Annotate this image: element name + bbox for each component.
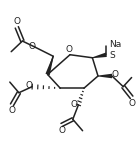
Text: O: O: [29, 42, 36, 51]
Polygon shape: [46, 56, 54, 75]
Text: O: O: [66, 45, 73, 54]
Text: O: O: [26, 81, 33, 90]
Polygon shape: [92, 52, 107, 58]
Polygon shape: [98, 74, 112, 78]
Text: O: O: [58, 126, 65, 135]
Text: Na: Na: [109, 40, 121, 49]
Text: O: O: [112, 70, 119, 79]
Text: O: O: [129, 99, 136, 108]
Text: O: O: [9, 106, 16, 115]
Text: O: O: [13, 17, 20, 26]
Text: S: S: [109, 51, 115, 60]
Text: O: O: [71, 100, 78, 109]
